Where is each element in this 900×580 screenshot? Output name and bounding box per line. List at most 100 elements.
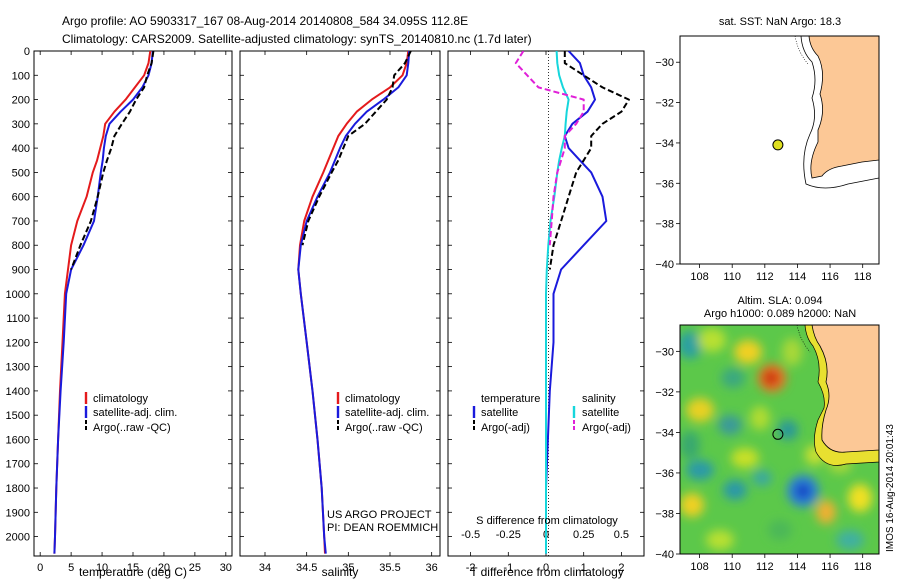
temperature-legend: climatology satellite-adj. clim. Argo(..… — [84, 392, 177, 434]
figure-title-line1: Argo profile: AO 5903317_167 08-Aug-2014… — [62, 14, 468, 28]
x-tick-label: -1 — [503, 562, 513, 574]
depth-tick-label: 700 — [12, 216, 30, 228]
series-line-salinity-satellite — [545, 51, 570, 554]
temperature-xlabel: temperature (deg C) — [79, 565, 187, 579]
lon-tick-label: 108 — [690, 271, 708, 283]
depth-tick-label: 400 — [12, 143, 30, 155]
salinity-depth-ticks — [240, 50, 440, 537]
difference-depth-ticks — [448, 50, 644, 537]
australia-land — [808, 36, 879, 179]
x-tick-label: 0 — [543, 562, 549, 574]
lat-tick-label: −38 — [655, 219, 674, 231]
depth-tick-label: 900 — [12, 265, 30, 277]
temperature-axes-box — [33, 50, 233, 557]
isobath-dotted — [796, 325, 811, 353]
sst-map-panel: sat. SST: NaN Argo: 18.3 108 110 112 114 116… — [655, 16, 880, 283]
sst-map-axes: 108 110 112 114 116 118 −30 −32 −34 −36 −38 −40 — [655, 57, 871, 283]
credit-pi: PI: DEAN ROEMMICH — [327, 522, 438, 534]
s-difference-tick-label: -0.25 — [496, 529, 521, 541]
lat-tick-label: −32 — [655, 98, 674, 110]
temperature-profiles — [53, 51, 155, 554]
legend-label-satellite-adj: satellite-adj. clim. — [93, 407, 177, 419]
legend-head-salinity: salinity — [582, 393, 616, 405]
series-line-argo-raw-qc- — [301, 51, 412, 246]
series-line-salinity-argo-adj- — [514, 51, 585, 246]
salinity-profiles — [297, 51, 412, 554]
lat-tick-label: −30 — [655, 57, 674, 69]
depth-tick-label: 1700 — [6, 459, 30, 471]
legend-label-t-satellite: satellite — [481, 407, 518, 419]
legend-label-climatology: climatology — [345, 393, 401, 405]
x-tick-label: 20 — [158, 562, 170, 574]
x-tick-label: 30 — [220, 562, 232, 574]
depth-tick-label: 200 — [12, 95, 30, 107]
depth-axis: 0 100 200 300 400 500 600 700 800 900 1000 1100 1200… — [6, 46, 232, 544]
series-line-satellite-adj-clim- — [53, 51, 154, 554]
lat-tick-label: −36 — [655, 468, 674, 480]
figure-title-line2: Climatology: CARS2009. Satellite-adjuste… — [62, 32, 532, 46]
lat-tick-label: −36 — [655, 178, 674, 190]
isobath-contour — [800, 36, 879, 189]
x-tick-label: 1 — [581, 562, 587, 574]
legend-head-temperature: temperature — [481, 393, 540, 405]
x-tick-label: 10 — [96, 562, 108, 574]
lon-tick-label: 112 — [756, 561, 774, 573]
sla-map-frame — [679, 324, 880, 555]
lon-tick-label: 108 — [690, 561, 708, 573]
depth-tick-label: 500 — [12, 167, 30, 179]
x-tick-label: 36 — [426, 562, 438, 574]
sst-map-content — [794, 36, 879, 189]
x-tick-label: 34 — [259, 562, 271, 574]
legend-label-s-argo: Argo(-adj) — [582, 422, 631, 434]
x-tick-label: 2 — [618, 562, 624, 574]
series-line-temperature-satellite — [545, 51, 608, 554]
difference-x-axis: -2 -1 0 1 2-0.5 -0.25 0 0.25 0.5 — [461, 51, 629, 574]
lat-tick-label: −34 — [655, 427, 674, 439]
lat-tick-label: −30 — [655, 346, 674, 358]
lon-tick-label: 112 — [756, 271, 774, 283]
lon-tick-label: 110 — [723, 561, 741, 573]
series-line-temperature-argo-adj- — [548, 51, 630, 270]
depth-tick-label: 1400 — [6, 386, 30, 398]
sla-map-panel: Altim. SLA: 0.094 Argo h1000: 0.089 h200… — [655, 295, 896, 573]
x-tick-label: 0 — [37, 562, 43, 574]
sla-map-axes: 108 110 112 114 116 118 −30 −32 −34 −36 −38 −40 — [655, 346, 871, 573]
difference-profiles — [514, 51, 630, 554]
depth-tick-label: 100 — [12, 70, 30, 82]
depth-tick-label: 1300 — [6, 362, 30, 374]
argo-float-marker — [772, 139, 784, 151]
depth-tick-label: 1200 — [6, 337, 30, 349]
depth-tick-label: 1900 — [6, 507, 30, 519]
depth-tick-label: 1100 — [6, 313, 30, 325]
legend-label-climatology: climatology — [93, 393, 149, 405]
australia-land — [811, 325, 879, 453]
legend-label-argo-raw: Argo(..raw -QC) — [345, 422, 423, 434]
credit-project: US ARGO PROJECT — [327, 509, 432, 521]
lat-tick-label: −34 — [655, 138, 674, 150]
lat-tick-label: −40 — [655, 549, 674, 561]
legend-label-s-satellite: satellite — [582, 407, 619, 419]
lat-tick-label: −40 — [655, 259, 674, 271]
salinity-legend: climatology satellite-adj. clim. Argo(..… — [336, 392, 429, 434]
sla-map-title: Altim. SLA: 0.094 — [738, 295, 823, 307]
salinity-x-axis: 34 34.5 35 35.5 36 — [259, 51, 438, 574]
depth-tick-label: 1800 — [6, 483, 30, 495]
lon-tick-label: 118 — [854, 271, 872, 283]
lon-tick-label: 118 — [854, 561, 872, 573]
legend-label-t-argo: Argo(-adj) — [481, 422, 530, 434]
legend-label-argo-raw: Argo(..raw -QC) — [93, 422, 171, 434]
s-difference-tick-label: 0.5 — [614, 529, 629, 541]
t-difference-label: T difference from climatology — [470, 565, 624, 579]
lat-tick-label: −32 — [655, 387, 674, 399]
sst-map-title: sat. SST: NaN Argo: 18.3 — [719, 16, 841, 28]
x-tick-label: -2 — [466, 562, 476, 574]
depth-tick-label: 1000 — [6, 289, 30, 301]
lon-tick-label: 116 — [821, 561, 839, 573]
sla-anomaly-blobs — [680, 328, 872, 550]
lon-tick-label: 116 — [821, 271, 839, 283]
salinity-axes-box — [239, 50, 441, 557]
temperature-panel: 0100200300400500600700800900100011001200… — [6, 46, 233, 579]
depth-tick-label: 1600 — [6, 434, 30, 446]
depth-tick-label: 1500 — [6, 410, 30, 422]
